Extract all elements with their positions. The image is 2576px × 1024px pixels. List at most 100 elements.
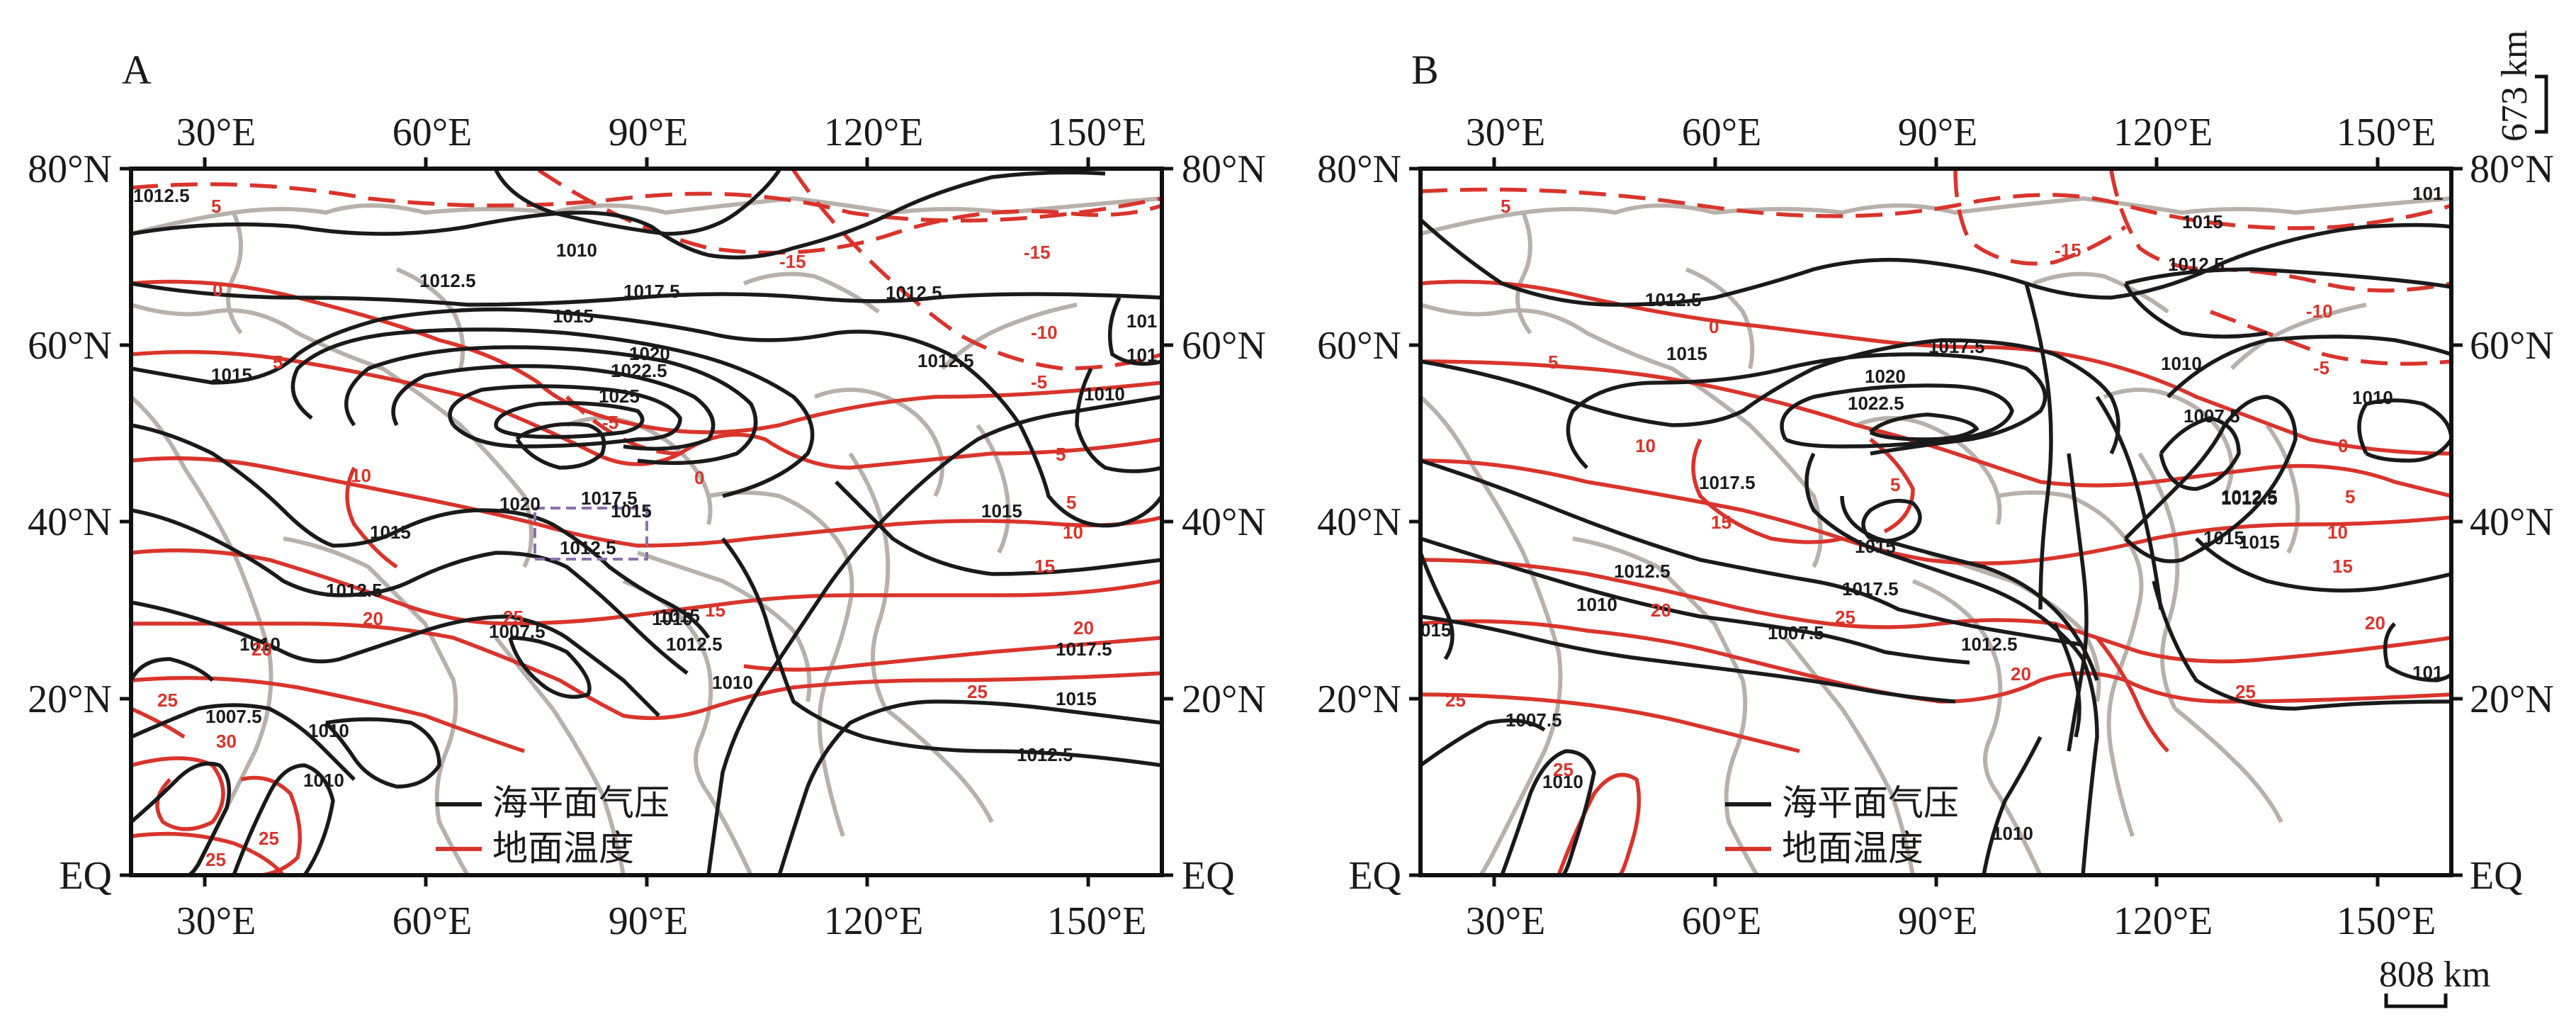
temperature-label: 20 xyxy=(2011,663,2031,685)
pressure-label: 1015 xyxy=(2182,211,2223,232)
temperature-label: 25 xyxy=(1445,690,1466,711)
temperature-label: 5 xyxy=(1056,444,1066,465)
lat-label: 20°N xyxy=(1182,677,1266,721)
lat-labels-left-b: 80°N 60°N 40°N 20°N EQ xyxy=(1317,147,1401,898)
pressure-label: 1012.5 xyxy=(1645,289,1702,310)
pressure-label: 1010 xyxy=(556,240,597,261)
lon-label: 90°E xyxy=(609,111,689,154)
lat-label: EQ xyxy=(1348,854,1401,898)
pressure-label: 1012.5 xyxy=(1961,634,2018,655)
pressure-label: 1012.5 xyxy=(666,634,723,655)
temperature-label: -5 xyxy=(1031,371,1047,393)
temperature-label: -10 xyxy=(1031,322,1058,343)
lat-label: 40°N xyxy=(2470,500,2554,544)
temperature-label: -15 xyxy=(2055,240,2081,261)
temperature-label: 5 xyxy=(1501,196,1510,217)
lon-label: 60°E xyxy=(1682,111,1762,154)
temperature-label: 15 xyxy=(1034,556,1055,577)
temperature-label: 10 xyxy=(351,465,371,486)
ticks-a xyxy=(120,157,1173,887)
pressure-label: 1012.5 xyxy=(1017,744,1073,765)
pressure-label: 1017.5 xyxy=(1842,578,1899,600)
pressure-label: 1017.5 xyxy=(1056,638,1112,660)
legend-label-pressure: 海平面气压 xyxy=(492,782,670,823)
lat-label: 20°N xyxy=(1317,677,1401,721)
pressure-label: 1015 xyxy=(2239,531,2280,553)
lat-label: 60°N xyxy=(2470,324,2554,368)
pressure-label: 1020 xyxy=(499,493,541,514)
temperature-label: 5 xyxy=(1890,474,1900,495)
temperature-label: 25 xyxy=(205,849,226,870)
pressure-contours-a xyxy=(131,169,1162,875)
pressure-label: 1015 xyxy=(659,605,700,626)
temperature-label: 20 xyxy=(2365,612,2385,634)
temperature-labels-b: 5 -15 0 5 -10 -5 10 5 5 15 10 15 20 20 2… xyxy=(1445,196,2385,780)
pressure-label: 1020 xyxy=(629,343,670,364)
lat-label: 80°N xyxy=(1317,147,1401,191)
temperature-label: 25 xyxy=(503,607,524,628)
temperature-label: 20 xyxy=(1651,600,1671,621)
temperature-label: 10 xyxy=(1635,435,1656,456)
scale-bar-vertical: 673 km xyxy=(2495,30,2548,142)
pressure-label: 101 xyxy=(2412,662,2443,683)
pressure-label: 1012.5 xyxy=(917,350,974,371)
pressure-label: 1015 xyxy=(1056,688,1097,709)
scale-label-horizontal: 808 km xyxy=(2379,955,2490,995)
temperature-label: 5 xyxy=(2345,486,2355,507)
lon-label: 60°E xyxy=(392,899,473,943)
scale-bracket-horizontal xyxy=(2384,994,2448,1008)
pressure-label: 1020 xyxy=(1865,366,1906,387)
pressure-label: 1012.5 xyxy=(326,580,383,601)
lon-label: 150°E xyxy=(2337,899,2436,943)
pressure-label: 1010 xyxy=(712,672,753,693)
scale-bar-horizontal: 808 km xyxy=(2379,955,2490,1008)
pressure-label: 1012.5 xyxy=(886,282,942,303)
lon-labels-bottom-b: 30°E 60°E 90°E 120°E 150°E xyxy=(1466,899,2436,943)
temperature-contours-a xyxy=(131,169,1162,875)
lon-label: 60°E xyxy=(392,111,473,154)
coastlines-b xyxy=(1420,196,2451,875)
pressure-label: 1012.5 xyxy=(1614,561,1671,582)
temperature-label: 0 xyxy=(694,467,704,488)
lat-label: 40°N xyxy=(1182,500,1266,544)
temperature-label: 5 xyxy=(1548,351,1558,373)
lon-label: 30°E xyxy=(1466,111,1546,154)
pressure-label: 1010 xyxy=(2352,387,2393,408)
lat-label: 40°N xyxy=(1317,500,1401,544)
temperature-label: 15 xyxy=(1711,512,1732,533)
pressure-label: 1010 xyxy=(1084,383,1125,405)
pressure-label: 1007.5 xyxy=(1768,622,1824,643)
pressure-label: 1010 xyxy=(1542,771,1583,792)
pressure-label: 1017.5 xyxy=(581,488,638,509)
lon-labels-top-a: 30°E 60°E 90°E 120°E 150°E xyxy=(176,111,1147,154)
pressure-label: 1015 xyxy=(611,500,652,522)
temperature-label: 5 xyxy=(211,196,221,217)
panel-b: B xyxy=(1317,47,2554,943)
pressure-label: 1012.5 xyxy=(2221,486,2278,507)
pressure-label: 015 xyxy=(1420,619,1451,641)
pressure-label: 1022.5 xyxy=(1848,393,1904,414)
temperature-label: 20 xyxy=(1073,617,1094,638)
pressure-labels-b: 1015 1012.5 1012.5 1015 1017.5 1020 1022… xyxy=(1420,183,2443,844)
lon-label: 120°E xyxy=(824,111,924,154)
lon-label: 30°E xyxy=(176,111,256,154)
lon-label: 60°E xyxy=(1682,899,1762,943)
temperature-label: -5 xyxy=(602,412,618,433)
temperature-label: -5 xyxy=(2313,357,2329,378)
lat-label: EQ xyxy=(2470,854,2523,898)
pressure-label: 1012.5 xyxy=(2221,488,2278,509)
lat-label: EQ xyxy=(59,854,112,898)
temperature-label: 5 xyxy=(1066,492,1076,513)
panel-letter-b: B xyxy=(1411,47,1439,93)
lon-label: 30°E xyxy=(1466,899,1546,943)
temperature-label: 20 xyxy=(252,638,272,660)
legend-label-temperature: 地面温度 xyxy=(1782,828,1923,869)
temperature-label: 0 xyxy=(2338,435,2348,456)
pressure-label: 1017.5 xyxy=(1928,336,1985,357)
pressure-label: 1015 xyxy=(1855,536,1896,557)
pressure-label: 1015 xyxy=(2203,527,2244,548)
pressure-label: 1015 xyxy=(1666,343,1707,364)
lat-labels-right-a: 80°N 60°N 40°N 20°N EQ xyxy=(1182,147,1266,898)
pressure-label: 1012.5 xyxy=(133,185,190,206)
